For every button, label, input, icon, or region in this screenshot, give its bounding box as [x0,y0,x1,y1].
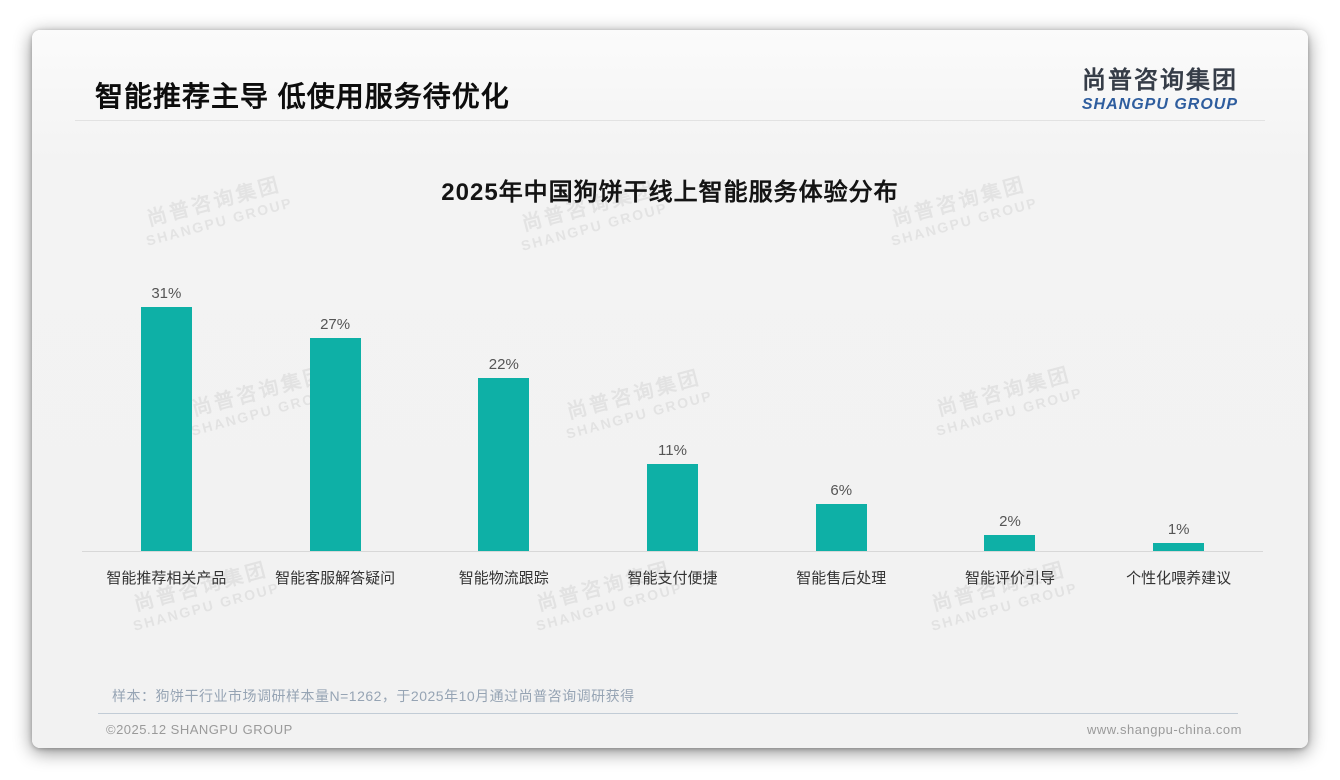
bar [478,378,530,551]
sample-note: 样本：狗饼干行业市场调研样本量N=1262，于2025年10月通过尚普咨询调研获… [112,688,635,704]
category-label: 智能支付便捷 [627,570,718,587]
category-label: 智能客服解答疑问 [275,570,396,587]
bar-value-label: 31% [151,285,182,302]
bar-column: 6% [757,482,926,551]
watermark: 尚普咨询集团 SHANGPU GROUP [527,551,684,634]
category-label: 个性化喂养建议 [1126,570,1232,587]
page-title: 智能推荐主导 低使用服务待优化 [95,81,510,112]
footer-divider [98,713,1238,714]
bar-column: 1% [1094,521,1263,551]
logo-english-text: SHANGPU GROUP [1081,96,1238,113]
bar-value-label: 1% [1167,521,1190,538]
chart-title: 2025年中国狗饼干线上智能服务体验分布 [441,179,899,206]
bar-value-label: 2% [999,513,1021,530]
copyright-text: ©2025.12 SHANGPU GROUP [106,722,293,737]
bar [309,338,361,551]
watermark: 尚普咨询集团 SHANGPU GROUP [124,551,281,634]
logo-chinese-text: 尚普咨询集团 [1082,67,1238,94]
bar [815,504,867,551]
category-label: 智能售后处理 [796,570,887,587]
bar-column: 2% [926,513,1095,551]
bar-column: 31% [82,285,251,551]
bar [984,535,1036,551]
category-label: 智能推荐相关产品 [106,570,227,587]
bar [647,464,699,551]
chart-category-axis: 智能推荐相关产品 智能客服解答疑问 智能物流跟踪 智能支付便捷 智能售后处理 智能评价引导… [82,567,1263,588]
bar [1153,543,1205,551]
title-divider [75,120,1265,121]
bar-value-label: 11% [658,442,687,459]
bar-column: 22% [419,356,588,551]
category-label: 智能物流跟踪 [458,570,549,587]
chart-plot-area: 31% 27% 22% 11% 6% 2% 1% [82,270,1263,552]
website-text: www.shangpu-china.com [1086,722,1242,737]
bar-value-label: 6% [830,482,853,499]
bar-column: 11% [588,442,757,551]
watermark-english-text: SHANGPU GROUP [519,199,670,254]
bar-value-label: 27% [320,316,351,333]
bar-value-label: 22% [488,356,519,373]
category-label: 智能评价引导 [964,570,1055,587]
bar [140,307,192,551]
slide-card: 尚普咨询集团 SHANGPU GROUP 尚普咨询集团 SHANGPU GROUP 尚普… [32,30,1308,748]
company-logo: 尚普咨询集团 SHANGPU GROUP [1082,60,1238,114]
watermark: 尚普咨询集团 SHANGPU GROUP [922,551,1079,634]
bar-column: 27% [251,316,420,551]
